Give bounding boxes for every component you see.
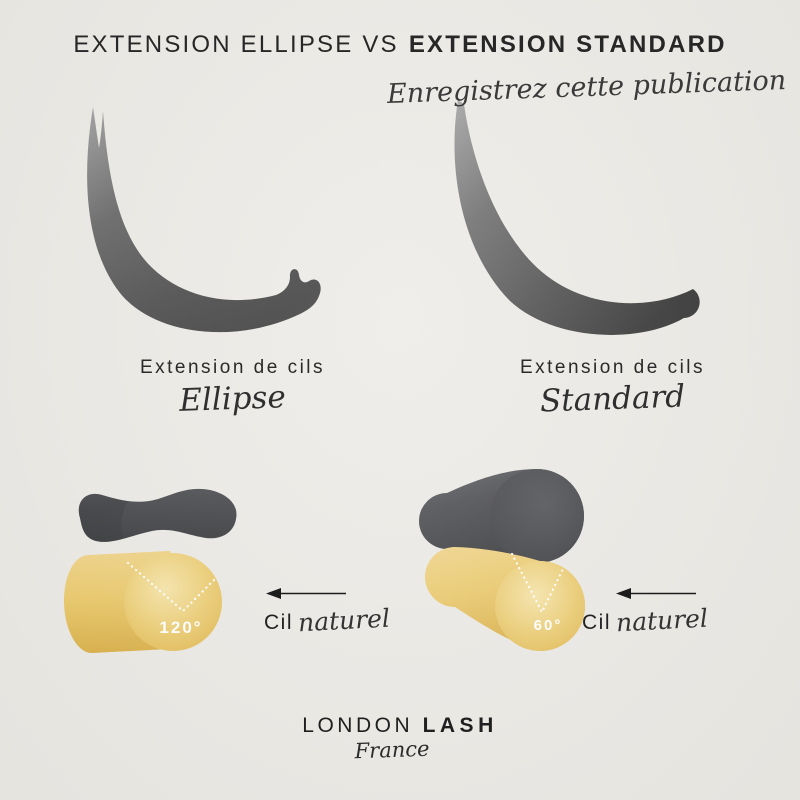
standard-extension-face bbox=[490, 469, 584, 563]
caption-plain: Cil bbox=[264, 611, 293, 634]
caption-script: naturel bbox=[615, 603, 709, 638]
brand-logo: LONDON LASH France bbox=[0, 714, 800, 763]
standard-lash-curve bbox=[454, 100, 700, 335]
angle-label: 60° bbox=[534, 617, 563, 634]
brand-name-bold: LASH bbox=[422, 714, 498, 737]
angle-dotted-lines bbox=[510, 552, 565, 615]
standard-label-group: Extension de cils Standard bbox=[490, 357, 735, 420]
arrow-left-icon bbox=[616, 588, 696, 599]
natural-lash-face bbox=[124, 553, 222, 651]
standard-lash-illustration bbox=[454, 100, 700, 335]
ellipse-lash-illustration bbox=[87, 107, 321, 333]
brand-name: LONDON LASH bbox=[0, 714, 800, 738]
page-title: EXTENSION ELLIPSE VS EXTENSION STANDARD bbox=[0, 31, 800, 59]
angle-dotted-lines bbox=[126, 561, 219, 613]
ellipse-cross-section-diagram: 120° bbox=[63, 488, 237, 654]
standard-extension-cylinder bbox=[419, 469, 584, 563]
ellipse-label-group: Extension de cils Ellipse bbox=[110, 357, 355, 419]
standard-cross-section-diagram: 60° bbox=[419, 469, 585, 651]
lash-type-ellipse: Ellipse bbox=[178, 379, 287, 419]
brand-name-light: LONDON bbox=[302, 714, 414, 737]
caption-script: naturel bbox=[297, 603, 391, 638]
natural-lash-cylinder bbox=[425, 547, 585, 651]
lash-type-standard: Standard bbox=[539, 378, 686, 420]
ellipse-extension-side-face bbox=[78, 493, 128, 542]
caption-plain: Cil bbox=[582, 611, 611, 634]
natural-lash-face bbox=[495, 561, 585, 651]
title-bold-part: EXTENSION STANDARD bbox=[408, 31, 727, 58]
title-regular-part: EXTENSION ELLIPSE VS bbox=[73, 31, 399, 58]
ellipse-extension-shape bbox=[78, 488, 237, 542]
angle-label: 120° bbox=[159, 618, 202, 637]
arrow-left-icon bbox=[266, 588, 346, 599]
extension-label: Extension de cils bbox=[139, 357, 326, 378]
natural-lash-caption: Cil naturel bbox=[264, 603, 391, 638]
natural-lash-caption: Cil naturel bbox=[582, 603, 709, 638]
ellipse-lash-curve bbox=[87, 107, 321, 333]
extension-label: Extension de cils bbox=[519, 357, 706, 378]
